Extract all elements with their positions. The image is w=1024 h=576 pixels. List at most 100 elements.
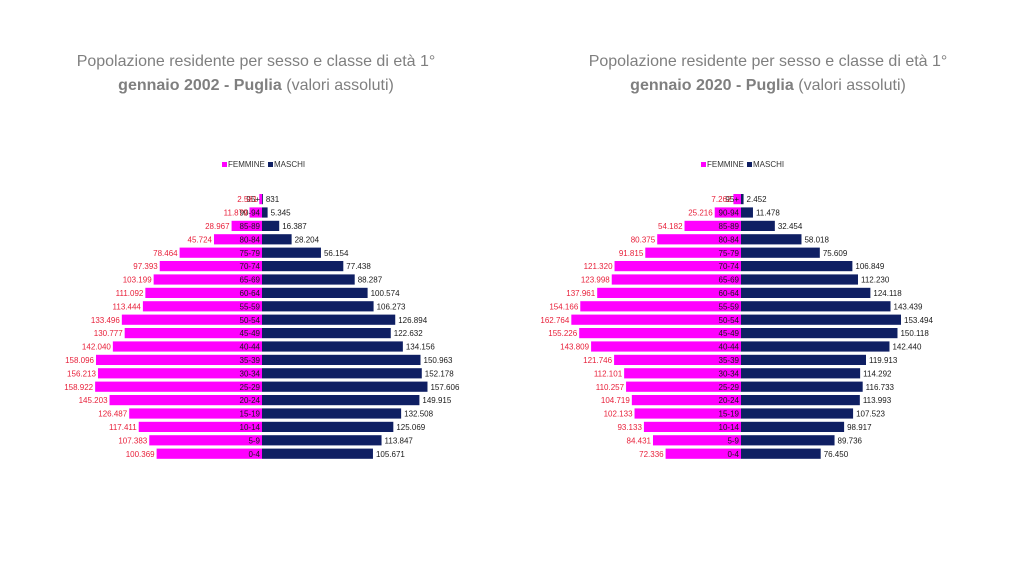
bar-femmine — [213, 234, 262, 245]
data-label-femmine: 111.092 — [116, 289, 144, 298]
data-label-femmine: 145.203 — [79, 396, 108, 405]
chart-title: Popolazione residente per sesso e classe… — [522, 50, 1014, 98]
data-label-femmine: 158.922 — [64, 383, 93, 392]
age-class-label: 15-19 — [719, 410, 740, 419]
age-class-label: 30-34 — [719, 369, 740, 378]
bar-maschi — [262, 421, 394, 432]
data-label-femmine: 126.487 — [98, 410, 127, 419]
data-label-maschi: 113.993 — [863, 396, 892, 405]
data-label-femmine: 7.262 — [711, 195, 732, 204]
bar-maschi — [262, 328, 391, 339]
age-class-label: 60-64 — [719, 289, 740, 298]
legend-swatch-male — [268, 162, 273, 167]
data-label-maschi: 122.632 — [394, 329, 423, 338]
bar-maschi — [741, 381, 863, 392]
age-class-label: 45-49 — [719, 329, 740, 338]
age-class-label: 65-69 — [240, 276, 261, 285]
data-label-maschi: 105.671 — [376, 450, 405, 459]
data-label-femmine: 11.879 — [224, 209, 248, 218]
data-label-femmine: 155.226 — [548, 329, 577, 338]
data-label-femmine: 112.101 — [594, 369, 623, 378]
title-unit: (valori assoluti) — [286, 77, 394, 94]
data-label-femmine: 107.383 — [118, 436, 147, 445]
bar-maschi — [262, 287, 368, 298]
bar-maschi — [741, 435, 835, 446]
bar-maschi — [741, 448, 821, 459]
data-label-femmine: 93.133 — [617, 423, 642, 432]
population-pyramid-2020: FEMMINE MASCHI 95+7.262 2.452 90-94 25.216 11.… — [540, 160, 933, 459]
data-label-maschi: 56.154 — [324, 249, 349, 258]
age-class-label: 35-39 — [719, 356, 740, 365]
bar-maschi — [741, 341, 890, 352]
data-label-femmine: 130.777 — [94, 329, 123, 338]
bar-femmine — [626, 381, 741, 392]
data-label-maschi: 143.439 — [894, 302, 923, 311]
data-label-femmine: 104.719 — [601, 396, 630, 405]
age-class-label: 90-94 — [719, 209, 740, 218]
legend-label-female: FEMMINE — [228, 160, 265, 169]
age-class-label: 70-74 — [240, 262, 261, 271]
bar-maschi — [741, 207, 753, 218]
data-label-maschi: 11.478 — [756, 209, 780, 218]
data-label-femmine: 137.961 — [566, 289, 595, 298]
data-label-maschi: 100.574 — [371, 289, 400, 298]
bar-femmine — [95, 354, 262, 365]
age-class-label: 40-44 — [719, 343, 740, 352]
title-prefix: Popolazione residente per sesso e classe… — [588, 53, 948, 70]
bar-femmine — [159, 261, 262, 272]
data-label-femmine: 78.464 — [153, 249, 178, 258]
age-class-label: 80-84 — [719, 235, 740, 244]
chart-title: Popolazione residente per sesso e classe… — [10, 50, 502, 98]
age-class-label: 35-39 — [240, 356, 261, 365]
bar-femmine — [95, 381, 262, 392]
bar-femmine — [109, 395, 262, 406]
data-label-maschi: 114.292 — [863, 369, 892, 378]
age-class-label: 75-79 — [240, 249, 261, 258]
data-label-maschi: 113.847 — [385, 436, 414, 445]
bar-maschi — [741, 408, 854, 419]
age-class-label: 15-19 — [240, 410, 261, 419]
bar-maschi — [262, 354, 421, 365]
data-label-femmine: 97.393 — [133, 262, 158, 271]
data-label-maschi: 88.287 — [358, 276, 383, 285]
data-label-maschi: 112.230 — [861, 276, 890, 285]
bar-femmine — [156, 448, 262, 459]
data-label-maschi: 2.452 — [747, 195, 768, 204]
bar-femmine — [145, 287, 262, 298]
age-class-label: 85-89 — [240, 222, 261, 231]
legend-swatch-male — [747, 162, 752, 167]
bar-femmine — [149, 435, 262, 446]
bar-maschi — [741, 354, 867, 365]
bar-maschi — [741, 314, 902, 325]
bar-femmine — [714, 207, 741, 218]
title-unit: (valori assoluti) — [798, 77, 906, 94]
bar-femmine — [579, 328, 741, 339]
data-label-maschi: 142.440 — [892, 343, 921, 352]
data-label-femmine: 25.216 — [688, 209, 713, 218]
age-class-label: 5-9 — [248, 436, 260, 445]
age-class-label: 25-29 — [719, 383, 740, 392]
bar-maschi — [262, 274, 355, 285]
age-class-label: 65-69 — [719, 276, 740, 285]
bar-maschi — [262, 261, 344, 272]
title-prefix: Popolazione residente per sesso e classe… — [76, 53, 436, 70]
age-class-label: 90-94 — [240, 209, 261, 218]
bar-femmine — [614, 354, 741, 365]
data-label-femmine: 117.411 — [109, 423, 137, 432]
legend: FEMMINE MASCHI — [701, 160, 784, 169]
bar-femmine — [611, 274, 741, 285]
chart-panel-2020: Popolazione residente per sesso e classe… — [512, 0, 1024, 576]
bar-maschi — [262, 435, 382, 446]
bar-maschi — [741, 274, 858, 285]
legend-label-male: MASCHI — [753, 160, 784, 169]
bar-maschi — [262, 301, 374, 312]
legend-swatch-female — [222, 162, 227, 167]
data-label-femmine: 123.998 — [581, 276, 610, 285]
data-label-maschi: 126.894 — [398, 316, 427, 325]
age-class-label: 10-14 — [240, 423, 261, 432]
bar-femmine — [631, 395, 741, 406]
bar-femmine — [597, 287, 741, 298]
data-label-maschi: 58.018 — [804, 235, 829, 244]
bar-femmine — [179, 247, 262, 258]
chart-panel-2002: Popolazione residente per sesso e classe… — [10, 50, 502, 459]
